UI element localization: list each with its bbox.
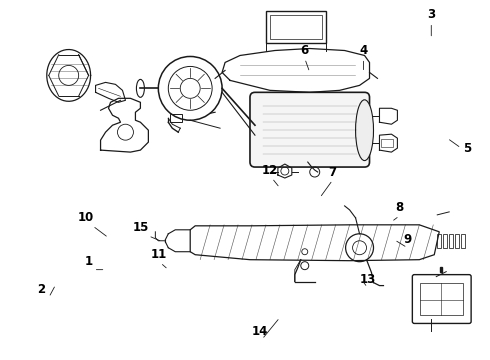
FancyBboxPatch shape bbox=[250, 92, 369, 167]
Text: 11: 11 bbox=[150, 248, 167, 261]
Bar bbox=[420, 283, 463, 315]
Text: 9: 9 bbox=[403, 233, 412, 246]
Text: 7: 7 bbox=[329, 166, 337, 179]
Text: 12: 12 bbox=[262, 163, 278, 176]
Text: 10: 10 bbox=[77, 211, 94, 224]
Bar bbox=[382, 139, 393, 147]
Text: 3: 3 bbox=[427, 8, 435, 21]
Text: 6: 6 bbox=[301, 44, 309, 57]
Bar bbox=[266, 11, 326, 42]
Ellipse shape bbox=[356, 100, 373, 161]
Bar bbox=[461, 234, 465, 248]
Text: 1: 1 bbox=[85, 255, 93, 268]
Bar bbox=[443, 234, 447, 248]
Bar bbox=[171, 114, 182, 122]
Text: 15: 15 bbox=[132, 221, 148, 234]
Bar bbox=[270, 15, 322, 39]
Text: 13: 13 bbox=[359, 273, 376, 286]
Bar bbox=[449, 234, 453, 248]
Text: 4: 4 bbox=[360, 44, 368, 57]
Text: 14: 14 bbox=[252, 325, 268, 338]
Text: 5: 5 bbox=[463, 141, 471, 155]
Text: 8: 8 bbox=[395, 201, 404, 215]
FancyArrow shape bbox=[440, 267, 442, 272]
Text: 2: 2 bbox=[37, 283, 45, 296]
Bar bbox=[455, 234, 459, 248]
Bar bbox=[437, 234, 441, 248]
